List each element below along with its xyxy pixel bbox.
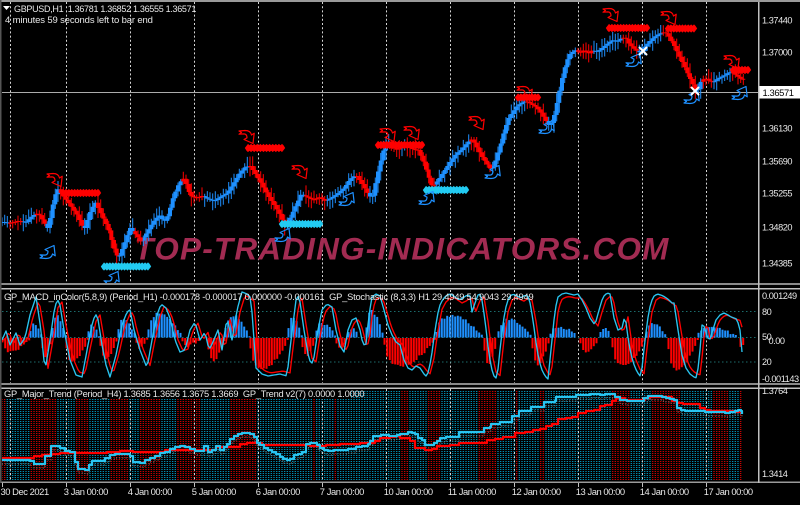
svg-text:6 Jan 00:00: 6 Jan 00:00 xyxy=(256,486,300,497)
svg-text:GP_MACD_inColor(5,8,9) (Period: GP_MACD_inColor(5,8,9) (Period_H1) -0.00… xyxy=(4,292,533,302)
svg-text:TOP-TRADING-INDICATORS.COM: TOP-TRADING-INDICATORS.COM xyxy=(134,231,669,267)
svg-text:7 Jan 00:00: 7 Jan 00:00 xyxy=(320,486,364,497)
svg-text:80: 80 xyxy=(762,307,772,317)
svg-text:11 Jan 00:00: 11 Jan 00:00 xyxy=(448,486,496,497)
svg-text:1.35690: 1.35690 xyxy=(762,157,792,167)
svg-text:4 minutes 59 seconds left to b: 4 minutes 59 seconds left to bar end xyxy=(5,15,153,26)
svg-text:1.36130: 1.36130 xyxy=(762,124,792,134)
svg-text:20: 20 xyxy=(762,357,772,367)
svg-text:3 Jan 00:00: 3 Jan 00:00 xyxy=(64,486,108,497)
svg-text:12 Jan 00:00: 12 Jan 00:00 xyxy=(512,486,561,497)
svg-text:GP_Major_Trend (Period_H4) 1.3: GP_Major_Trend (Period_H4) 1.3685 1.3656… xyxy=(4,389,364,399)
svg-text:5 Jan 00:00: 5 Jan 00:00 xyxy=(192,486,236,497)
svg-text:1.37000: 1.37000 xyxy=(762,48,792,58)
svg-text:17 Jan 00:00: 17 Jan 00:00 xyxy=(704,486,753,497)
svg-text:0.00: 0.00 xyxy=(769,336,785,346)
svg-text:1.34385: 1.34385 xyxy=(762,259,792,269)
svg-text:1.34820: 1.34820 xyxy=(762,223,792,233)
svg-text:13 Jan 00:00: 13 Jan 00:00 xyxy=(576,486,625,497)
svg-text:4 Jan 00:00: 4 Jan 00:00 xyxy=(128,486,172,497)
svg-text:30 Dec 2021: 30 Dec 2021 xyxy=(1,486,49,497)
svg-text:1.36571: 1.36571 xyxy=(763,87,794,98)
svg-text:0.001249: 0.001249 xyxy=(762,291,797,301)
svg-text:1.37440: 1.37440 xyxy=(762,16,792,26)
svg-text:1.35255: 1.35255 xyxy=(762,189,792,199)
svg-text:-0.001143: -0.001143 xyxy=(762,374,799,384)
svg-text:10 Jan 00:00: 10 Jan 00:00 xyxy=(384,486,433,497)
svg-text:1.3414: 1.3414 xyxy=(762,469,788,479)
svg-text:GBPUSD,H1 1.36781 1.36852 1.3: GBPUSD,H1 1.36781 1.36852 1.36555 1.3657… xyxy=(14,4,196,14)
svg-text:14 Jan 00:00: 14 Jan 00:00 xyxy=(640,486,689,497)
svg-text:1.3764: 1.3764 xyxy=(762,386,788,396)
